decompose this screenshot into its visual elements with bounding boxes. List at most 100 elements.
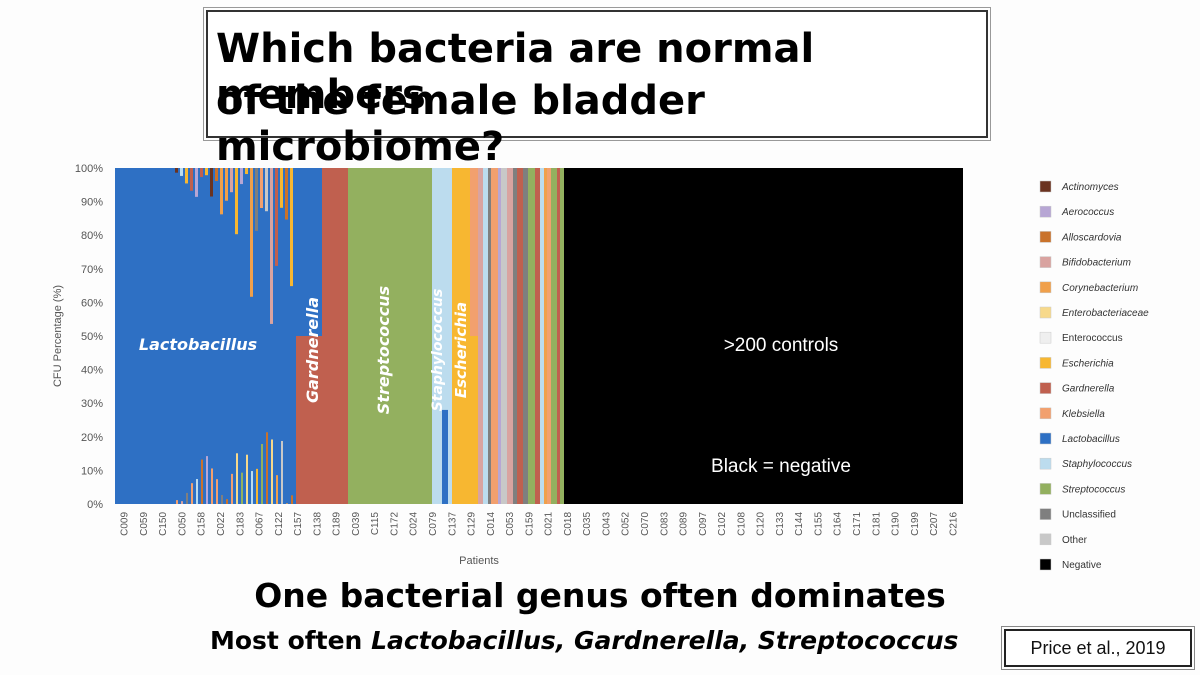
legend-label: Gardnerella [1062, 384, 1115, 395]
bar-label-gardnerella: Gardnerella [303, 297, 322, 403]
x-tick-label: C050 [177, 512, 188, 536]
x-tick-label: C035 [582, 512, 593, 536]
legend-label: Streptococcus [1062, 484, 1125, 495]
legend-label: Lactobacillus [1062, 434, 1120, 445]
y-tick-label: 30% [81, 398, 103, 410]
legend-swatch [1039, 457, 1052, 470]
bar-mixed-patient [517, 168, 520, 504]
bar-mixed-patient [528, 168, 535, 504]
legend-label: Aerococcus [1061, 207, 1114, 218]
bar-minor-taxa [240, 168, 243, 185]
legend-label: Klebsiella [1062, 409, 1105, 420]
x-tick-label: C199 [910, 512, 921, 536]
title-line-1: Which bacteria are normal members [216, 26, 815, 118]
x-tick-label: C150 [158, 512, 169, 536]
y-tick-label: 60% [81, 297, 103, 309]
legend-label: Negative [1062, 560, 1102, 571]
bar-minor-taxa [265, 168, 268, 212]
x-tick-label: C018 [563, 512, 574, 536]
bar-minor-taxa [185, 168, 188, 184]
bar-mixed-patient [513, 168, 517, 504]
x-tick-label: C070 [640, 512, 651, 536]
legend-label: Actinomyces [1061, 182, 1119, 193]
bar-minor-taxa [260, 168, 263, 209]
x-tick-label: C039 [351, 512, 362, 536]
y-tick-label: 0% [87, 499, 103, 511]
bar-mixed-patient [501, 168, 507, 504]
x-tick-label: C059 [139, 512, 150, 536]
citation-box: Price et al., 2019 [1001, 626, 1195, 670]
y-tick-label: 80% [81, 230, 103, 242]
legend-swatch [1039, 483, 1052, 495]
x-tick-label: C108 [736, 512, 747, 536]
legend-label: Unclassified [1062, 510, 1116, 521]
x-tick-label: C144 [794, 512, 805, 536]
bar-minor-taxa [186, 492, 188, 504]
legend-label: Other [1062, 535, 1088, 546]
bar-label-lactobacillus: Lactobacillus [139, 335, 257, 354]
bar-mixed-patient [523, 168, 528, 504]
bar-mixed-patient [483, 168, 488, 504]
legend-swatch [1039, 306, 1052, 319]
x-tick-label: C043 [601, 512, 612, 536]
x-tick-label: C014 [486, 512, 497, 536]
bar-minor-taxa [181, 501, 183, 504]
x-tick-label: C189 [332, 512, 343, 536]
bar-minor-taxa [191, 483, 193, 504]
y-tick-label: 90% [81, 197, 103, 209]
bar-minor-taxa [296, 168, 322, 336]
bar-lactobacillus [115, 168, 296, 504]
bar-minor-taxa [201, 459, 203, 504]
bar-minor-taxa [200, 168, 203, 178]
stacked-bar-chart: CFU Percentage (%) 0% 10% 20% 30% 40% 50% 60% 70… [52, 163, 1149, 571]
bar-minor-taxa [176, 500, 178, 504]
x-tick-label: C207 [929, 512, 940, 536]
bar-mixed-patient [540, 168, 544, 504]
bar-minor-taxa [270, 168, 273, 324]
subtitle-detail-genera: Lactobacillus, Gardnerella, Streptococcu… [371, 626, 959, 655]
legend-swatch [1039, 382, 1052, 394]
bar-mixed-patient [491, 168, 498, 504]
bar-mixed-patient [551, 168, 557, 504]
x-tick-label: C159 [524, 512, 535, 536]
bar-minor-taxa [190, 168, 193, 191]
bar-minor-taxa [210, 168, 213, 197]
legend-swatch [1039, 231, 1052, 243]
bar-label-streptococcus: Streptococcus [374, 286, 393, 414]
bar-minor-taxa [206, 456, 208, 504]
bar-minor-taxa [285, 168, 288, 220]
legend-swatch [1039, 558, 1052, 571]
annotation-negative: Black = negative [711, 456, 851, 477]
x-tick-label: C053 [505, 512, 516, 536]
bar-minor-taxa [196, 479, 198, 504]
bar-minor-taxa [216, 479, 218, 504]
x-tick-label: C067 [255, 512, 266, 536]
bar-minor-taxa [226, 499, 228, 504]
bar-mixed-patient [488, 168, 491, 504]
legend-label: Enterococcus [1062, 333, 1123, 344]
bar-minor-taxa [221, 495, 223, 504]
bar-minor-taxa [230, 168, 233, 193]
subtitle: One bacterial genus often dominates [254, 576, 946, 615]
bar-minor-taxa [236, 453, 238, 504]
legend-label: Corynebacterium [1062, 283, 1138, 294]
bar-minor-taxa [255, 168, 258, 231]
legend-swatch [1039, 432, 1052, 445]
bar-minor-taxa [241, 472, 243, 504]
bar-minor-taxa [281, 440, 283, 504]
bar-minor-taxa [246, 454, 248, 504]
x-tick-label: C183 [235, 512, 246, 536]
bar-mixed-patient [478, 168, 483, 504]
x-tick-label: C009 [120, 512, 131, 536]
bar-mixed-patient [557, 168, 560, 504]
bar-mixed-patient [547, 168, 551, 504]
legend-swatch [1039, 180, 1052, 193]
x-tick-label: C171 [852, 512, 863, 536]
x-tick-label: C172 [389, 512, 400, 536]
x-tick-label: C181 [871, 512, 882, 536]
bar-minor-taxa [271, 439, 273, 504]
bar-minor-taxa [220, 168, 223, 215]
bar-minor-taxa [276, 475, 278, 504]
y-tick-label: 50% [81, 331, 103, 343]
x-tick-label: C083 [659, 512, 670, 536]
